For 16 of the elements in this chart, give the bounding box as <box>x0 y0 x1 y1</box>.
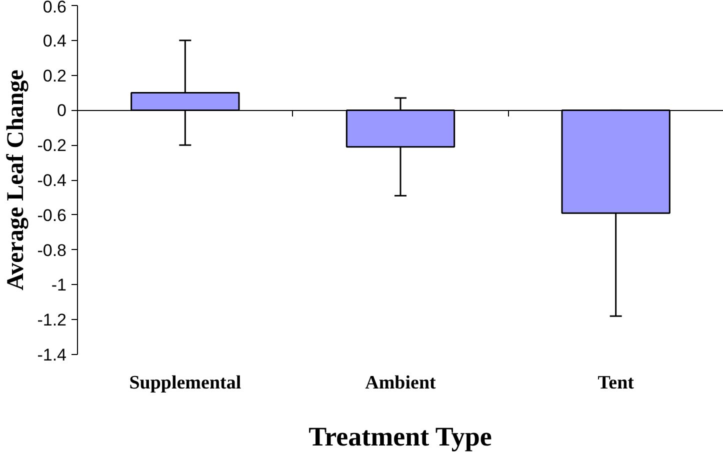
y-tick-label: 0.2 <box>42 66 67 86</box>
y-tick-label: -1.2 <box>37 310 67 330</box>
y-tick-label: -0.2 <box>37 136 67 156</box>
y-tick-label: 0.6 <box>42 0 67 16</box>
x-tick-label: Tent <box>598 372 635 394</box>
x-tick-label: Ambient <box>365 372 437 394</box>
y-tick-label: -1 <box>51 276 67 295</box>
y-axis-title: Average Leaf Change <box>3 69 30 290</box>
y-tick-label: -1.4 <box>37 346 67 364</box>
y-tick-label: 0.4 <box>42 31 67 50</box>
y-tick-label: -0.4 <box>37 171 67 190</box>
x-tick-label: Supplemental <box>129 372 242 394</box>
y-tick-label: -0.8 <box>37 240 67 260</box>
x-axis-title: Treatment Type <box>308 422 492 452</box>
y-tick-label: -0.6 <box>37 206 67 225</box>
y-tick-label: 0 <box>57 101 67 120</box>
